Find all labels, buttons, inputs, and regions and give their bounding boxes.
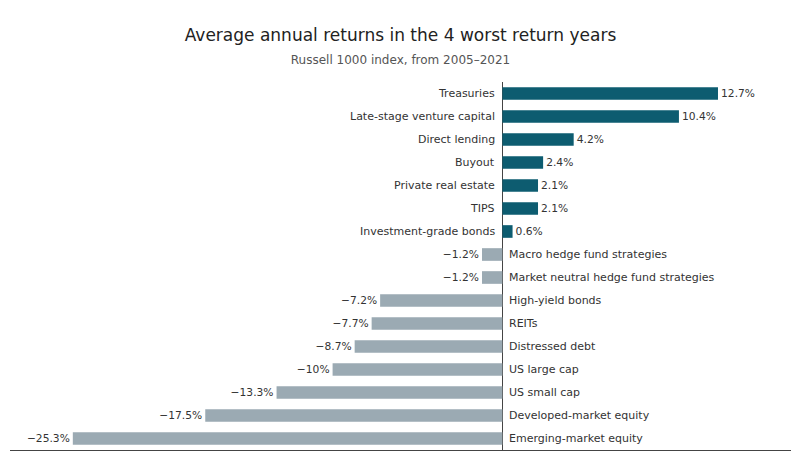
svg-text:Direct lending: Direct lending <box>418 133 495 146</box>
svg-text:Late-stage venture capital: Late-stage venture capital <box>350 110 495 123</box>
svg-text:2.4%: 2.4% <box>546 156 573 169</box>
svg-text:−1.2%: −1.2% <box>443 248 479 261</box>
svg-text:Macro hedge fund strategies: Macro hedge fund strategies <box>509 248 667 261</box>
svg-text:Emerging-market equity: Emerging-market equity <box>509 432 643 445</box>
svg-text:12.7%: 12.7% <box>721 87 755 100</box>
svg-text:−13.3%: −13.3% <box>231 386 274 399</box>
svg-text:0.6%: 0.6% <box>516 225 543 238</box>
svg-text:−8.7%: −8.7% <box>315 340 351 353</box>
svg-text:−17.5%: −17.5% <box>159 409 202 422</box>
svg-text:2.1%: 2.1% <box>541 202 568 215</box>
svg-text:US small cap: US small cap <box>509 386 580 399</box>
svg-text:2.1%: 2.1% <box>541 179 568 192</box>
svg-text:TIPS: TIPS <box>470 202 495 215</box>
svg-text:Average annual returns in the: Average annual returns in the 4 worst re… <box>185 25 617 45</box>
svg-text:REITs: REITs <box>509 317 538 330</box>
svg-text:4.2%: 4.2% <box>577 133 604 146</box>
svg-text:−7.2%: −7.2% <box>341 294 377 307</box>
svg-text:−1.2%: −1.2% <box>443 271 479 284</box>
svg-text:Market neutral hedge fund stra: Market neutral hedge fund strategies <box>509 271 715 284</box>
svg-text:Buyout: Buyout <box>455 156 495 169</box>
svg-text:10.4%: 10.4% <box>682 110 716 123</box>
svg-text:Developed-market equity: Developed-market equity <box>509 409 650 422</box>
svg-text:Russell 1000 index, from 2005–: Russell 1000 index, from 2005–2021 <box>291 53 510 67</box>
svg-text:−25.3%: −25.3% <box>27 432 70 445</box>
svg-text:Investment-grade bonds: Investment-grade bonds <box>360 225 495 238</box>
svg-text:High-yield bonds: High-yield bonds <box>509 294 602 307</box>
svg-text:Distressed debt: Distressed debt <box>509 340 596 353</box>
svg-text:Private real estate: Private real estate <box>394 179 495 192</box>
svg-text:−7.7%: −7.7% <box>332 317 368 330</box>
svg-text:Treasuries: Treasuries <box>438 87 495 100</box>
svg-text:US large cap: US large cap <box>509 363 579 376</box>
svg-text:−10%: −10% <box>297 363 330 376</box>
